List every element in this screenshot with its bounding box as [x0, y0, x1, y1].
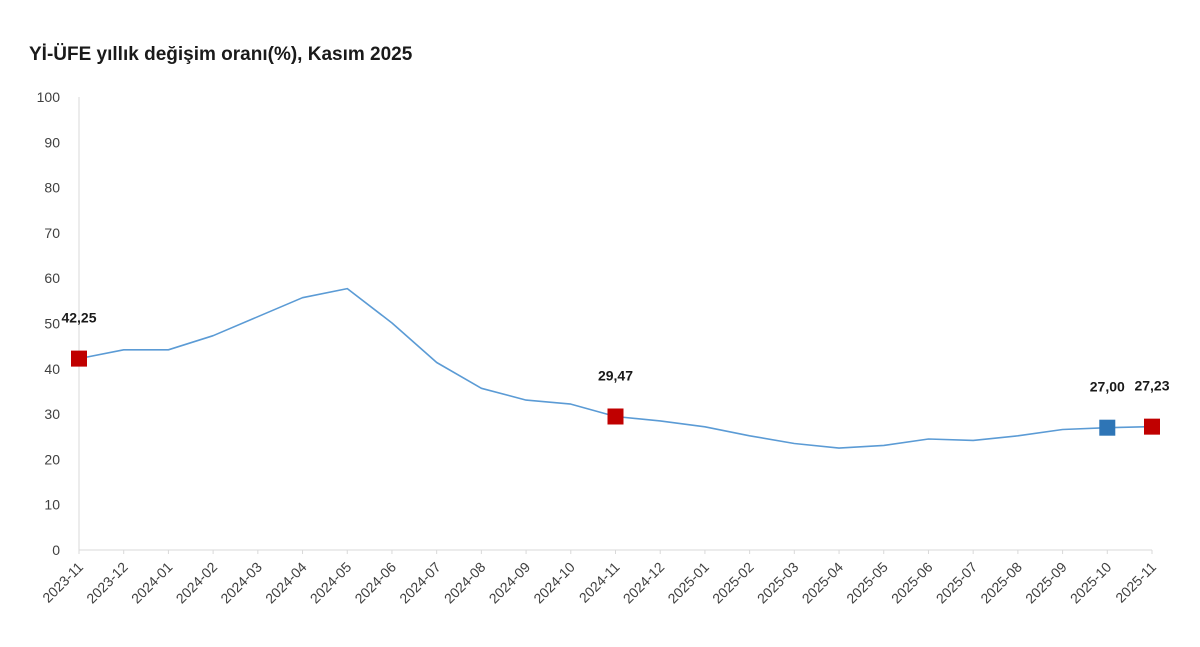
y-tick-label: 70: [44, 225, 60, 241]
x-axis: 2023-112023-122024-012024-022024-032024-…: [39, 549, 1159, 607]
data-label: 27,23: [1134, 378, 1169, 394]
x-tick-label: 2024-11: [576, 559, 623, 606]
data-label: 27,00: [1090, 379, 1125, 395]
y-tick-label: 0: [52, 542, 60, 558]
x-tick-label: 2024-04: [262, 559, 310, 607]
data-label: 29,47: [598, 368, 633, 384]
x-tick-label: 2025-07: [933, 559, 981, 607]
y-tick-label: 80: [44, 180, 60, 196]
data-label: 42,25: [61, 310, 96, 326]
y-tick-label: 30: [44, 406, 60, 422]
x-tick-label: 2024-08: [441, 559, 489, 607]
x-tick-label: 2025-08: [977, 559, 1025, 607]
x-tick-label: 2024-10: [530, 559, 578, 607]
x-tick-label: 2023-11: [39, 559, 86, 606]
x-tick-label: 2023-12: [83, 559, 131, 607]
x-tick-label: 2024-06: [351, 559, 399, 607]
x-tick-label: 2025-01: [664, 559, 712, 607]
y-tick-label: 90: [44, 134, 60, 150]
y-tick-label: 40: [44, 361, 60, 377]
x-tick-label: 2025-06: [888, 559, 936, 607]
data-point-marker: [1144, 418, 1160, 435]
chart-title: Yİ-ÜFE yıllık değişim oranı(%), Kasım 20…: [29, 44, 413, 65]
y-tick-label: 20: [44, 451, 60, 467]
x-tick-label: 2025-03: [754, 559, 802, 607]
y-tick-label: 50: [44, 316, 60, 332]
y-tick-label: 60: [44, 270, 60, 286]
x-tick-label: 2024-12: [620, 559, 668, 607]
data-point-marker: [1099, 419, 1116, 436]
y-tick-label: 100: [37, 89, 61, 105]
x-tick-label: 2024-05: [307, 559, 355, 607]
x-tick-label: 2025-05: [843, 559, 891, 607]
x-tick-label: 2025-04: [799, 559, 847, 607]
y-tick-label: 10: [44, 497, 60, 513]
x-tick-label: 2024-09: [486, 559, 534, 607]
x-tick-label: 2025-09: [1022, 559, 1070, 607]
x-tick-label: 2025-10: [1067, 559, 1115, 607]
x-tick-label: 2025-02: [709, 559, 757, 607]
x-tick-label: 2024-02: [173, 559, 221, 607]
x-tick-label: 2024-07: [396, 559, 444, 607]
marker-layer: 42,25 29,47 27,00 27,23: [61, 310, 1170, 436]
data-point-marker: [71, 350, 87, 367]
x-tick-label: 2024-01: [128, 559, 176, 607]
data-point-marker: [607, 408, 624, 425]
y-axis: 0 10 20 30 40 50 60 70 80 90 100: [37, 89, 80, 558]
x-tick-label: 2024-03: [217, 559, 265, 607]
x-tick-label: 2025-11: [1112, 559, 1159, 606]
